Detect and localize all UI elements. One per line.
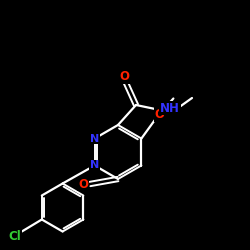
Text: N: N	[90, 160, 99, 170]
Text: NH: NH	[160, 102, 180, 114]
Text: Cl: Cl	[8, 230, 21, 243]
Text: O: O	[119, 70, 129, 84]
Text: O: O	[78, 178, 88, 190]
Text: N: N	[90, 134, 99, 143]
Text: O: O	[154, 108, 164, 121]
